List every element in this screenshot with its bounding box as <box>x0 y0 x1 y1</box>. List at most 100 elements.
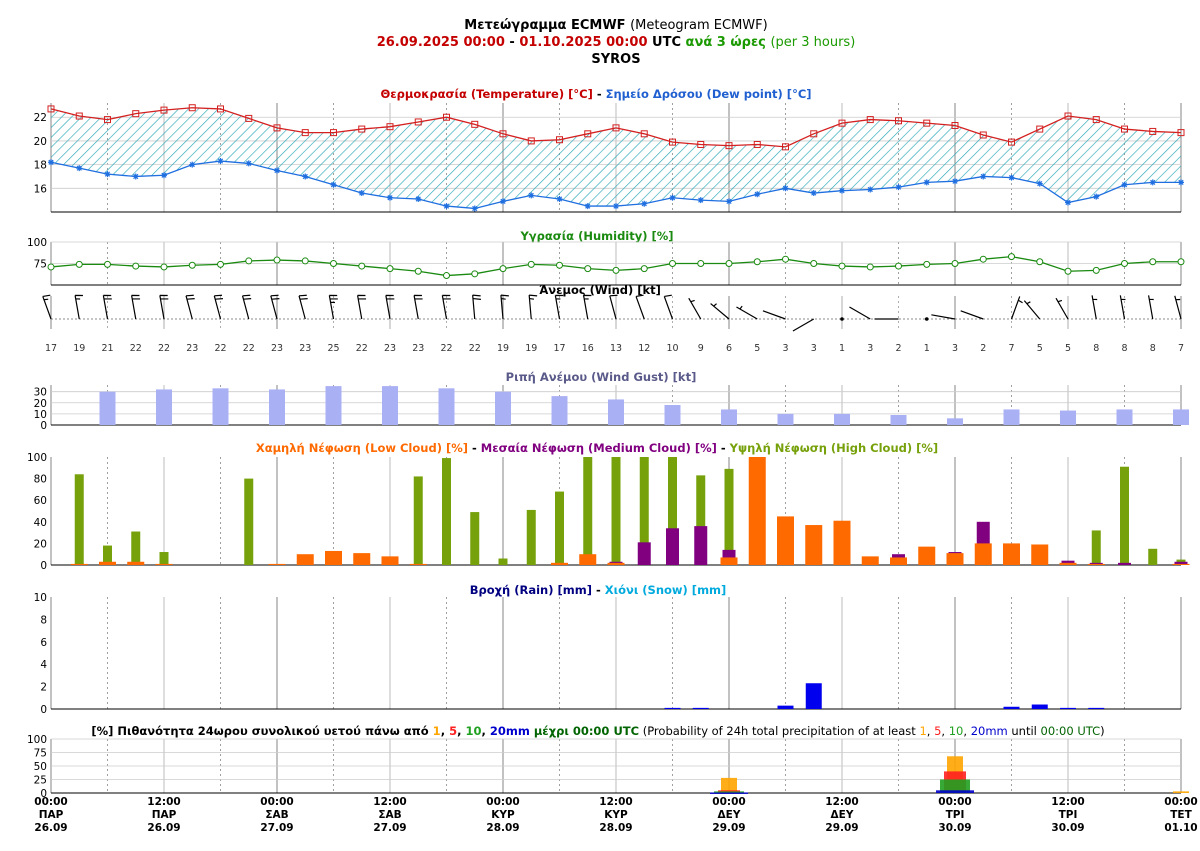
high-cloud-bar <box>724 468 734 565</box>
gust-bar <box>382 386 398 425</box>
temperature-line <box>50 107 1182 148</box>
prob-en-threshold-10: 10 <box>949 724 964 738</box>
medium-cloud-bar <box>637 542 651 565</box>
temperature-point <box>923 119 931 127</box>
temperature-point <box>1064 112 1072 120</box>
humidity-point <box>47 263 55 271</box>
high-cloud-bar <box>131 531 141 565</box>
dewpoint-point <box>415 195 422 202</box>
probability-bar <box>714 791 744 793</box>
gust-bar <box>1173 409 1189 425</box>
temperature-point <box>753 140 761 148</box>
wind-barb <box>554 294 564 320</box>
humidity-point <box>951 260 959 267</box>
dewpoint-point <box>217 158 224 165</box>
wind-speed-label: 3 <box>811 343 817 354</box>
x-axis-label: ΚΥΡ <box>491 809 515 821</box>
prob-threshold-20: 20mm <box>490 724 530 738</box>
humidity-point <box>245 257 253 265</box>
cloud-ytick-label: 20 <box>34 538 47 550</box>
wind-barb <box>1055 297 1069 320</box>
medium-cloud-title: Μεσαία Νέφωση (Medium Cloud) [%] <box>481 441 717 455</box>
x-axis-label: 00:00 <box>486 796 519 808</box>
gust-bar <box>834 413 850 425</box>
low-cloud-bar <box>1059 562 1077 565</box>
dewpoint-point <box>613 203 619 210</box>
temperature-point <box>866 116 874 124</box>
rain-bar <box>664 707 681 709</box>
humidity-point <box>217 260 224 268</box>
probability-bar <box>710 792 748 794</box>
high-cloud-bar <box>103 545 112 565</box>
dewpoint-point <box>330 181 337 188</box>
wind-speed-label: 22 <box>158 343 170 354</box>
low-cloud-bar <box>748 457 766 565</box>
wind-speed-label: 8 <box>1121 343 1127 354</box>
rain-bar <box>1088 707 1105 709</box>
temperature-point <box>782 143 789 151</box>
rain-bar <box>1060 707 1076 709</box>
medium-cloud-bar <box>1118 562 1131 565</box>
temperature-point <box>75 112 83 120</box>
dewpoint-point <box>726 198 732 205</box>
wind-barb <box>1091 295 1098 320</box>
temperature-point <box>1149 127 1157 135</box>
humidity-point <box>527 260 535 268</box>
humidity-point <box>471 270 479 278</box>
wind-speed-label: 6 <box>726 343 732 354</box>
wind-speed-label: 3 <box>952 343 958 354</box>
probability-bar <box>1173 791 1189 793</box>
wind-barb <box>74 294 83 320</box>
temperature-point <box>556 136 563 144</box>
prob-title-part6: ) <box>1100 724 1105 738</box>
x-axis-label: ΤΡΙ <box>1059 809 1078 821</box>
dewpoint-point <box>302 173 309 180</box>
wind-barb <box>849 306 871 320</box>
wind-speed-label: 10 <box>666 343 678 354</box>
low-cloud-bar <box>268 563 286 565</box>
rain-title: Βροχή (Rain) [mm] <box>470 583 592 597</box>
temperature-point <box>1092 116 1100 124</box>
humidity-point <box>923 260 931 268</box>
wind-barb <box>385 294 395 320</box>
wind-barb <box>924 317 929 321</box>
wind-title: Άνεμος (Wind) [kt] <box>539 283 661 297</box>
wind-speed-label: 7 <box>1178 343 1184 354</box>
temperature-point <box>47 105 55 113</box>
dewpoint-point <box>867 186 874 193</box>
gust-bar <box>156 389 172 425</box>
prob-comma-3: , <box>481 724 489 738</box>
x-axis-label: 12:00 <box>1051 796 1084 808</box>
dewpoint-point <box>1093 193 1100 200</box>
precip-ytick-label: 6 <box>40 637 47 649</box>
gust-bar <box>1003 409 1020 425</box>
temperature-point <box>443 113 450 121</box>
humidity-point <box>414 267 422 275</box>
dewpoint-point <box>980 173 987 180</box>
high-cloud-bar <box>1091 530 1101 565</box>
dewpoint-point <box>952 178 958 185</box>
temperature-point <box>612 124 620 132</box>
temperature-panel: Θερμοκρασία (Temperature) [°C] - Σημείο … <box>34 87 1185 213</box>
x-axis-label: 12:00 <box>825 796 858 808</box>
rain-bar <box>1031 704 1048 709</box>
dewpoint-point <box>245 160 252 167</box>
humidity-point <box>669 260 676 267</box>
wind-speed-label: 8 <box>1093 343 1099 354</box>
wind-speed-label: 7 <box>1008 343 1014 354</box>
dewpoint-point <box>1178 179 1184 186</box>
humidity-title: Υγρασία (Humidity) [%] <box>519 229 673 243</box>
x-axis-label: ΠΑΡ <box>152 809 177 821</box>
low-cloud-bar <box>551 562 568 565</box>
temperature-point <box>471 120 479 128</box>
gust-ytick-label: 10 <box>34 409 47 421</box>
temperature-point <box>132 110 140 118</box>
wind-speed-label: 8 <box>1150 343 1156 354</box>
probability-bar <box>936 790 974 793</box>
high-cloud-bar <box>696 475 706 565</box>
wind-barb <box>960 310 984 320</box>
x-axis-label: ΔΕΥ <box>831 809 854 821</box>
wind-speed-label: 17 <box>45 343 57 354</box>
cloud-ytick-label: 100 <box>27 452 47 464</box>
prob-threshold-5: 5 <box>449 724 457 738</box>
